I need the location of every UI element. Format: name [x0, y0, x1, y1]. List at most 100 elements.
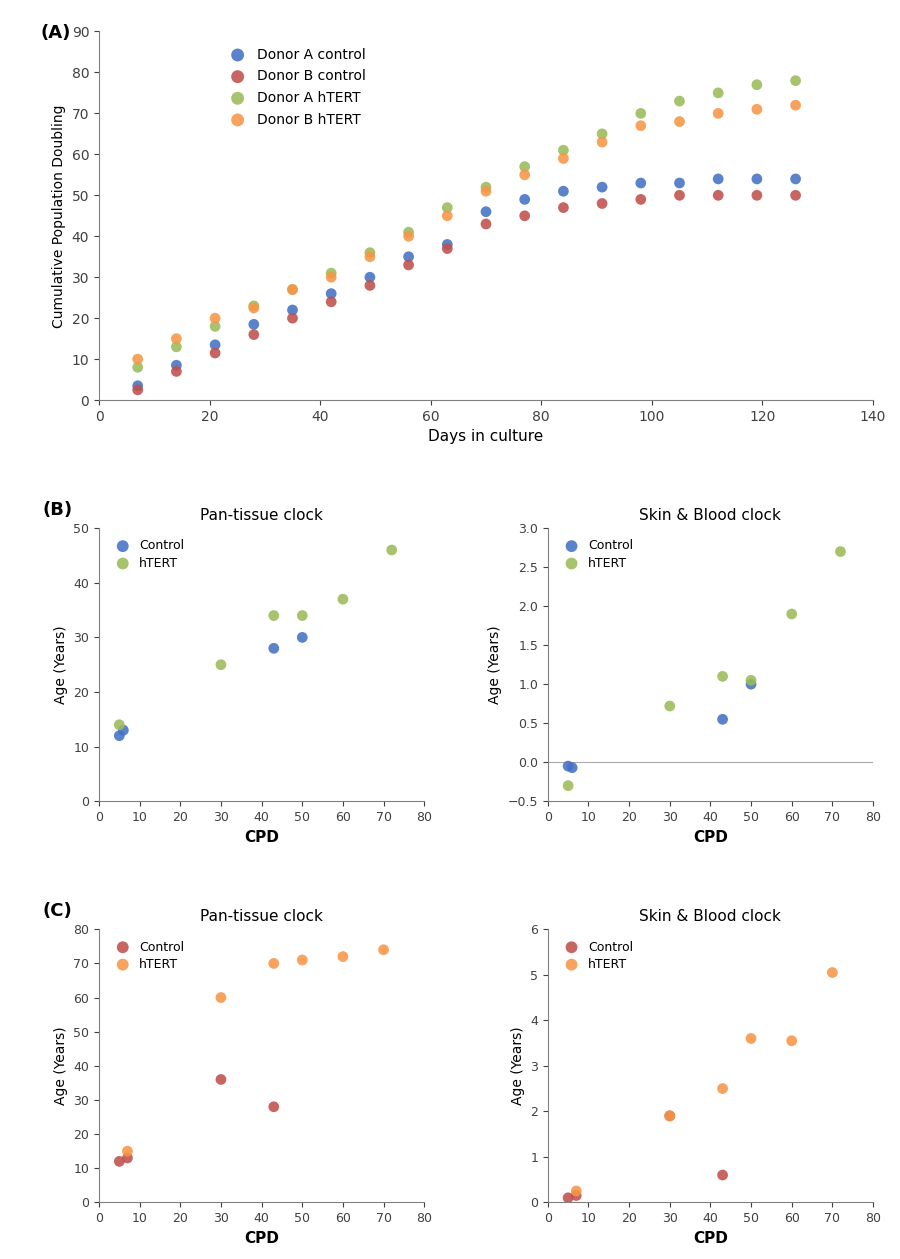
Control: [565, 758, 580, 778]
Donor B hTERT: [788, 96, 803, 116]
Text: (B): (B): [42, 501, 72, 519]
Donor A control: [169, 355, 184, 375]
Donor B control: [479, 214, 493, 234]
Donor B control: [363, 276, 377, 296]
Donor B control: [440, 238, 454, 258]
hTERT: [295, 951, 310, 971]
Control: [716, 709, 730, 729]
Donor B control: [518, 205, 532, 225]
X-axis label: CPD: CPD: [244, 830, 279, 845]
Donor B hTERT: [324, 267, 338, 287]
hTERT: [716, 666, 730, 686]
Donor A hTERT: [672, 91, 687, 111]
hTERT: [295, 606, 310, 626]
Donor B hTERT: [363, 247, 377, 267]
Donor A hTERT: [750, 74, 764, 94]
Legend: Control, hTERT: Control, hTERT: [105, 935, 189, 976]
Control: [116, 720, 130, 740]
Donor A hTERT: [285, 279, 300, 300]
Donor B hTERT: [208, 308, 222, 329]
Donor A control: [672, 172, 687, 193]
Donor A control: [479, 201, 493, 222]
Donor A hTERT: [595, 123, 609, 144]
Donor A control: [401, 247, 416, 267]
Donor B hTERT: [401, 227, 416, 247]
Donor B control: [130, 380, 145, 400]
Donor B control: [595, 194, 609, 214]
hTERT: [743, 670, 758, 690]
Donor A hTERT: [440, 198, 454, 218]
Control: [662, 1105, 677, 1126]
hTERT: [716, 1079, 730, 1099]
Donor A control: [208, 335, 222, 355]
Y-axis label: Cumulative Population Doubling: Cumulative Population Doubling: [52, 104, 66, 327]
Control: [266, 1097, 281, 1117]
Donor B hTERT: [440, 205, 454, 225]
hTERT: [266, 953, 281, 973]
Donor B control: [672, 185, 687, 205]
Donor B hTERT: [750, 99, 764, 120]
Control: [266, 638, 281, 658]
Control: [561, 1187, 575, 1207]
Donor A hTERT: [247, 296, 261, 316]
X-axis label: CPD: CPD: [693, 830, 728, 845]
Control: [121, 1148, 135, 1168]
Donor B control: [634, 189, 648, 209]
Y-axis label: Age (Years): Age (Years): [54, 1026, 68, 1105]
Control: [716, 1165, 730, 1185]
Donor A control: [750, 169, 764, 189]
Donor B control: [556, 198, 571, 218]
Control: [214, 1069, 229, 1089]
Donor B hTERT: [595, 132, 609, 152]
Donor A control: [363, 267, 377, 287]
Donor A hTERT: [711, 83, 725, 103]
Control: [743, 674, 758, 694]
hTERT: [785, 604, 799, 624]
Control: [569, 1186, 583, 1206]
Title: Pan-tissue clock: Pan-tissue clock: [200, 507, 323, 522]
Donor A hTERT: [324, 263, 338, 283]
Donor A hTERT: [169, 337, 184, 358]
Donor B hTERT: [634, 116, 648, 136]
Donor A hTERT: [556, 140, 571, 160]
hTERT: [743, 1029, 758, 1049]
Donor A control: [595, 178, 609, 198]
hTERT: [833, 541, 848, 562]
Donor B hTERT: [672, 112, 687, 132]
hTERT: [336, 589, 350, 609]
hTERT: [561, 776, 575, 796]
Donor A control: [634, 172, 648, 193]
hTERT: [266, 606, 281, 626]
Donor A control: [324, 283, 338, 303]
hTERT: [214, 655, 229, 675]
hTERT: [825, 962, 840, 982]
hTERT: [336, 947, 350, 967]
X-axis label: CPD: CPD: [244, 1230, 279, 1245]
Legend: Control, hTERT: Control, hTERT: [554, 935, 638, 976]
Donor B hTERT: [247, 298, 261, 319]
Donor A hTERT: [788, 71, 803, 91]
Donor A hTERT: [130, 358, 145, 378]
Donor A hTERT: [363, 243, 377, 263]
Donor B control: [247, 325, 261, 345]
Donor B hTERT: [518, 165, 532, 185]
hTERT: [384, 540, 399, 560]
Title: Pan-tissue clock: Pan-tissue clock: [200, 909, 323, 924]
Donor A hTERT: [518, 156, 532, 176]
Donor B hTERT: [711, 103, 725, 123]
hTERT: [662, 1105, 677, 1126]
Donor B hTERT: [479, 181, 493, 201]
Donor A hTERT: [479, 178, 493, 198]
Donor B hTERT: [130, 349, 145, 369]
Donor A control: [556, 181, 571, 201]
Donor A hTERT: [634, 103, 648, 123]
Donor B hTERT: [556, 149, 571, 169]
Control: [112, 1151, 127, 1171]
Text: (A): (A): [41, 24, 71, 42]
Donor A control: [788, 169, 803, 189]
Legend: Donor A control, Donor B control, Donor A hTERT, Donor B hTERT: Donor A control, Donor B control, Donor …: [218, 42, 372, 132]
Title: Skin & Blood clock: Skin & Blood clock: [640, 909, 781, 924]
Control: [112, 725, 127, 745]
Donor A control: [518, 189, 532, 209]
Donor B control: [401, 254, 416, 274]
